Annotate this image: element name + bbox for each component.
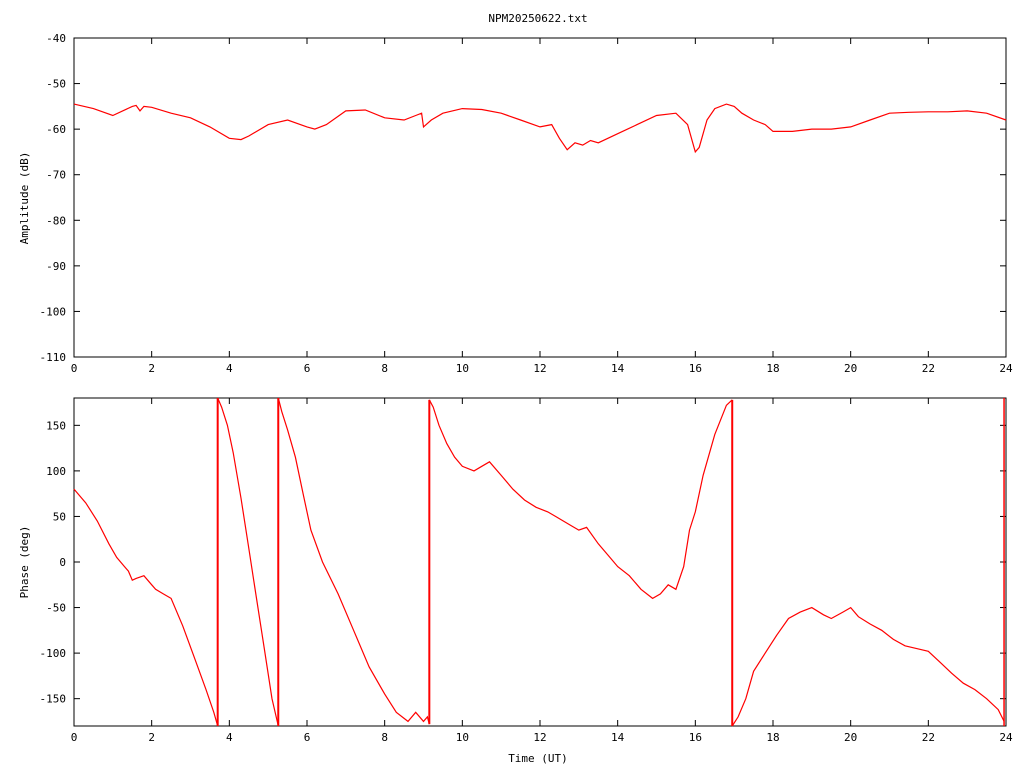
amplitude-x-tick-label: 12: [533, 362, 546, 375]
phase-series-segment: [731, 606, 1005, 727]
amplitude-x-tick-label: 16: [689, 362, 702, 375]
phase-series-segment: [277, 397, 430, 725]
amplitude-y-ticks: -40 -50 -60 -70 -80 -90 -100 -110: [40, 32, 1006, 364]
amplitude-x-tick-label: 4: [226, 362, 233, 375]
phase-x-tick-label: 20: [844, 731, 857, 744]
amplitude-y-tick-label: -70: [46, 169, 66, 182]
phase-x-tick-label: 10: [456, 731, 469, 744]
phase-y-tick-label: -150: [40, 693, 67, 706]
phase-plot-frame: [73, 397, 1007, 727]
chart-title: NPM20250622.txt: [488, 12, 587, 25]
amplitude-x-tick-label: 22: [922, 362, 935, 375]
amplitude-x-tick-label: 8: [381, 362, 388, 375]
phase-x-tick-label: 14: [611, 731, 625, 744]
phase-x-tick-label: 16: [689, 731, 702, 744]
amplitude-panel: -40-50-60-70-80-90-100-110 0 2 4 6 8 10 12 14 16…: [18, 32, 1013, 375]
amplitude-x-tick-label: 6: [304, 362, 311, 375]
phase-y-tick-label: 100: [46, 465, 66, 478]
amplitude-x-tick-label: 14: [611, 362, 625, 375]
phase-series-segment: [428, 399, 733, 600]
phase-y-ticks: 150 100 50 0 -50 -100 -150: [40, 419, 1006, 706]
phase-x-tick-label: 24: [999, 731, 1013, 744]
amplitude-y-tick-label: -40: [46, 32, 66, 45]
phase-y-tick-label: -100: [40, 647, 67, 660]
amplitude-x-tick-label: 2: [148, 362, 155, 375]
phase-y-tick-label: 0: [59, 556, 66, 569]
amplitude-y-tick-label: -60: [46, 123, 66, 136]
phase-x-tick-label: 18: [766, 731, 779, 744]
amplitude-x-ticks: 0 2 4 6 8 10 12 14 16 18 20 22 24: [71, 38, 1013, 375]
amplitude-y-tick-label: -100: [40, 305, 67, 318]
phase-y-tick-label: 150: [46, 419, 66, 432]
amplitude-series-line: [73, 103, 1007, 154]
phase-series-segment: [73, 488, 219, 727]
phase-y-tick-label: 50: [53, 510, 66, 523]
amplitude-plot-frame: [73, 37, 1007, 358]
amplitude-y-tick-label: -110: [40, 351, 67, 364]
phase-x-ticks: 0 2 4 6 8 10 12 14 16 18 20 22 24: [71, 398, 1013, 744]
phase-x-tick-label: 2: [148, 731, 155, 744]
amplitude-y-tick-label: -90: [46, 260, 66, 273]
amplitude-x-tick-label: 24: [999, 362, 1013, 375]
phase-x-tick-label: 4: [226, 731, 233, 744]
phase-series: [73, 397, 1005, 727]
amplitude-y-tick-label: -50: [46, 78, 66, 91]
phase-x-tick-label: 22: [922, 731, 935, 744]
phase-x-tick-label: 12: [533, 731, 546, 744]
phase-x-tick-label: 8: [381, 731, 388, 744]
amplitude-y-tick-label: -80: [46, 214, 66, 227]
amplitude-x-tick-label: 18: [766, 362, 779, 375]
amplitude-x-tick-label: 20: [844, 362, 857, 375]
phase-x-tick-label: 6: [304, 731, 311, 744]
amplitude-x-tick-label: 10: [456, 362, 469, 375]
phase-x-tick-label: 0: [71, 731, 78, 744]
amplitude-y-axis-label: Amplitude (dB): [18, 152, 31, 245]
phase-y-tick-label: -50: [46, 602, 66, 615]
phase-y-axis-label: Phase (deg): [18, 526, 31, 599]
amplitude-x-tick-label: 0: [71, 362, 78, 375]
phase-series-segment: [217, 397, 279, 727]
x-axis-label: Time (UT): [508, 752, 568, 765]
